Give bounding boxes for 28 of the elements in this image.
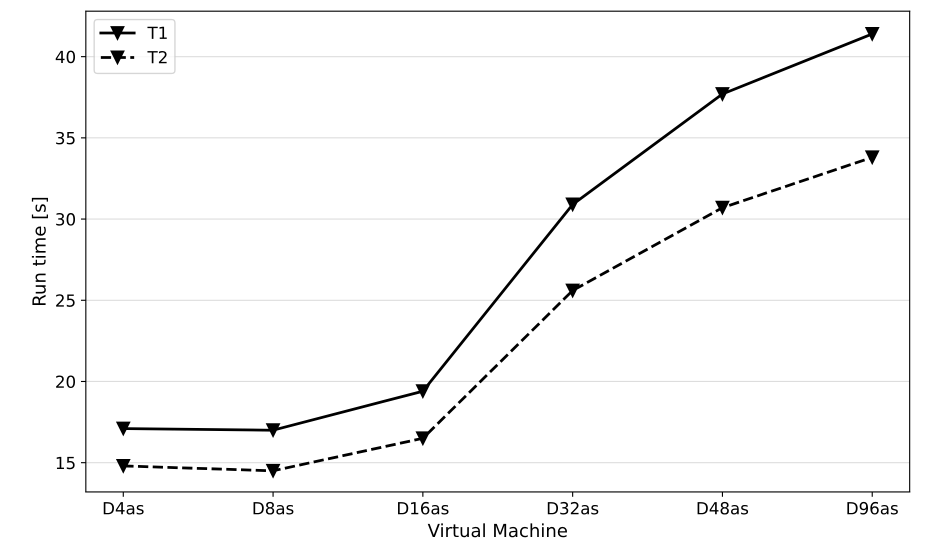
x-axis-title: Virtual Machine <box>428 523 567 538</box>
point <box>715 200 730 215</box>
point <box>566 198 580 212</box>
point <box>865 150 880 164</box>
y-tick-label: 20 <box>56 375 76 388</box>
legend-label: T1 <box>147 26 167 39</box>
x-tick-label: D16as <box>398 502 449 515</box>
y-tick-label: 40 <box>56 50 76 64</box>
point <box>566 284 580 298</box>
x-tick-label: D48as <box>698 502 748 515</box>
point <box>116 422 130 436</box>
x-tick-label: D32as <box>548 502 598 515</box>
point <box>715 87 730 101</box>
point <box>116 458 130 473</box>
x-tick-label: D8as <box>254 502 294 515</box>
x-tick-label: D4as <box>104 502 144 515</box>
point <box>865 26 880 41</box>
y-tick-label: 25 <box>56 294 75 307</box>
point <box>266 423 280 438</box>
x-tick-label: D96as <box>847 502 898 515</box>
y-tick-label: 15 <box>56 456 75 470</box>
legend-label: T2 <box>147 50 167 64</box>
y-tick-label: 35 <box>56 132 75 144</box>
point <box>416 431 430 446</box>
point <box>266 464 280 478</box>
y-tick-label: 30 <box>56 213 76 226</box>
point <box>416 384 430 398</box>
y-axis-title: Run time [s] <box>32 198 48 305</box>
